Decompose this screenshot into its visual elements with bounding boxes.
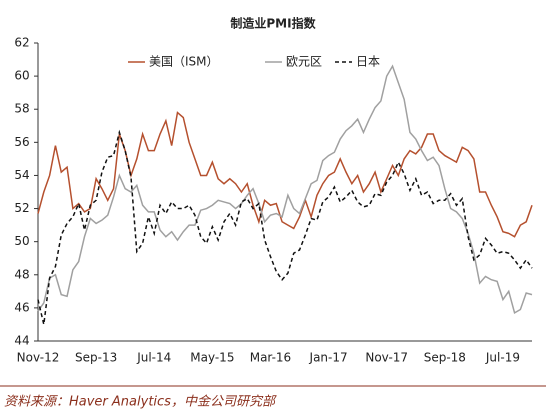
x-tick-label: Nov-12 [17, 351, 60, 365]
x-tick-label: May-15 [190, 351, 234, 365]
series-line [37, 111, 533, 238]
y-tick-label: 46 [14, 300, 29, 314]
x-tick-label: Mar-16 [250, 351, 291, 365]
chart-title: 制造业PMI指数 [230, 16, 316, 31]
y-tick-label: 44 [14, 334, 29, 348]
x-tick-label: Nov-17 [365, 351, 408, 365]
y-tick-label: 52 [14, 201, 29, 215]
y-tick-label: 60 [14, 69, 29, 83]
series-line [37, 64, 533, 314]
source-note: 资料来源：Haver Analytics，中金公司研究部 [4, 394, 277, 410]
x-tick-label: Sep-13 [75, 351, 117, 365]
legend-label: 欧元区 [286, 55, 322, 69]
y-tick-label: 56 [14, 135, 29, 149]
series-line [37, 129, 533, 325]
y-tick-label: 48 [14, 267, 29, 281]
x-tick-label: Sep-18 [424, 351, 466, 365]
y-tick-label: 50 [14, 234, 29, 248]
x-tick-label: Jul-14 [136, 351, 171, 365]
legend-label: 美国（ISM） [149, 55, 219, 69]
y-tick-label: 62 [14, 36, 29, 50]
x-tick-label: Jan-17 [309, 351, 348, 365]
y-tick-label: 54 [14, 168, 29, 182]
legend-label: 日本 [356, 55, 380, 69]
x-tick-label: Jul-19 [485, 351, 520, 365]
y-tick-label: 58 [14, 102, 29, 116]
